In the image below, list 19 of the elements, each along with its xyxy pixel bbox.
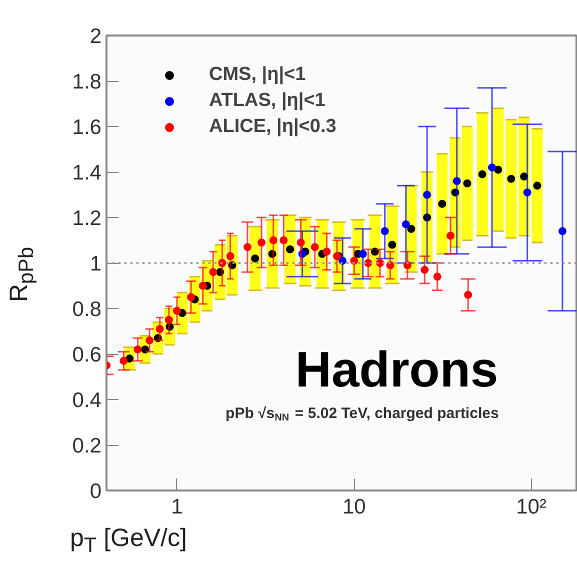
- y-tick-label: 0.6: [72, 344, 102, 366]
- y-tick-label: 1.8: [72, 70, 102, 94]
- legend-label: ATLAS, |η|<1: [209, 89, 326, 113]
- y-tick-label: 0.4: [72, 389, 102, 412]
- y-tick-label: 1.4: [72, 162, 102, 184]
- annotation: Hadrons: [295, 341, 498, 398]
- y-tick-label: 2: [90, 25, 102, 48]
- y-tick-label: 0.2: [72, 434, 102, 458]
- y-tick-label: 0.8: [72, 298, 102, 321]
- x-axis-title: p$_{T}$ [GeV/c]: [69, 523, 187, 559]
- legend-label: CMS, |η|<1: [209, 63, 306, 87]
- y-tick-label: 1.6: [72, 116, 102, 139]
- legend-label: ALICE, |η|<0.3: [209, 115, 336, 139]
- y-tick-label: 1.2: [72, 207, 102, 230]
- x-tick-label: 1: [171, 496, 183, 518]
- y-tick-label: 1: [90, 252, 102, 276]
- x-tick-label: 10²: [516, 496, 546, 518]
- y-tick-label: 0: [90, 480, 102, 503]
- x-tick-label: 10: [342, 496, 366, 518]
